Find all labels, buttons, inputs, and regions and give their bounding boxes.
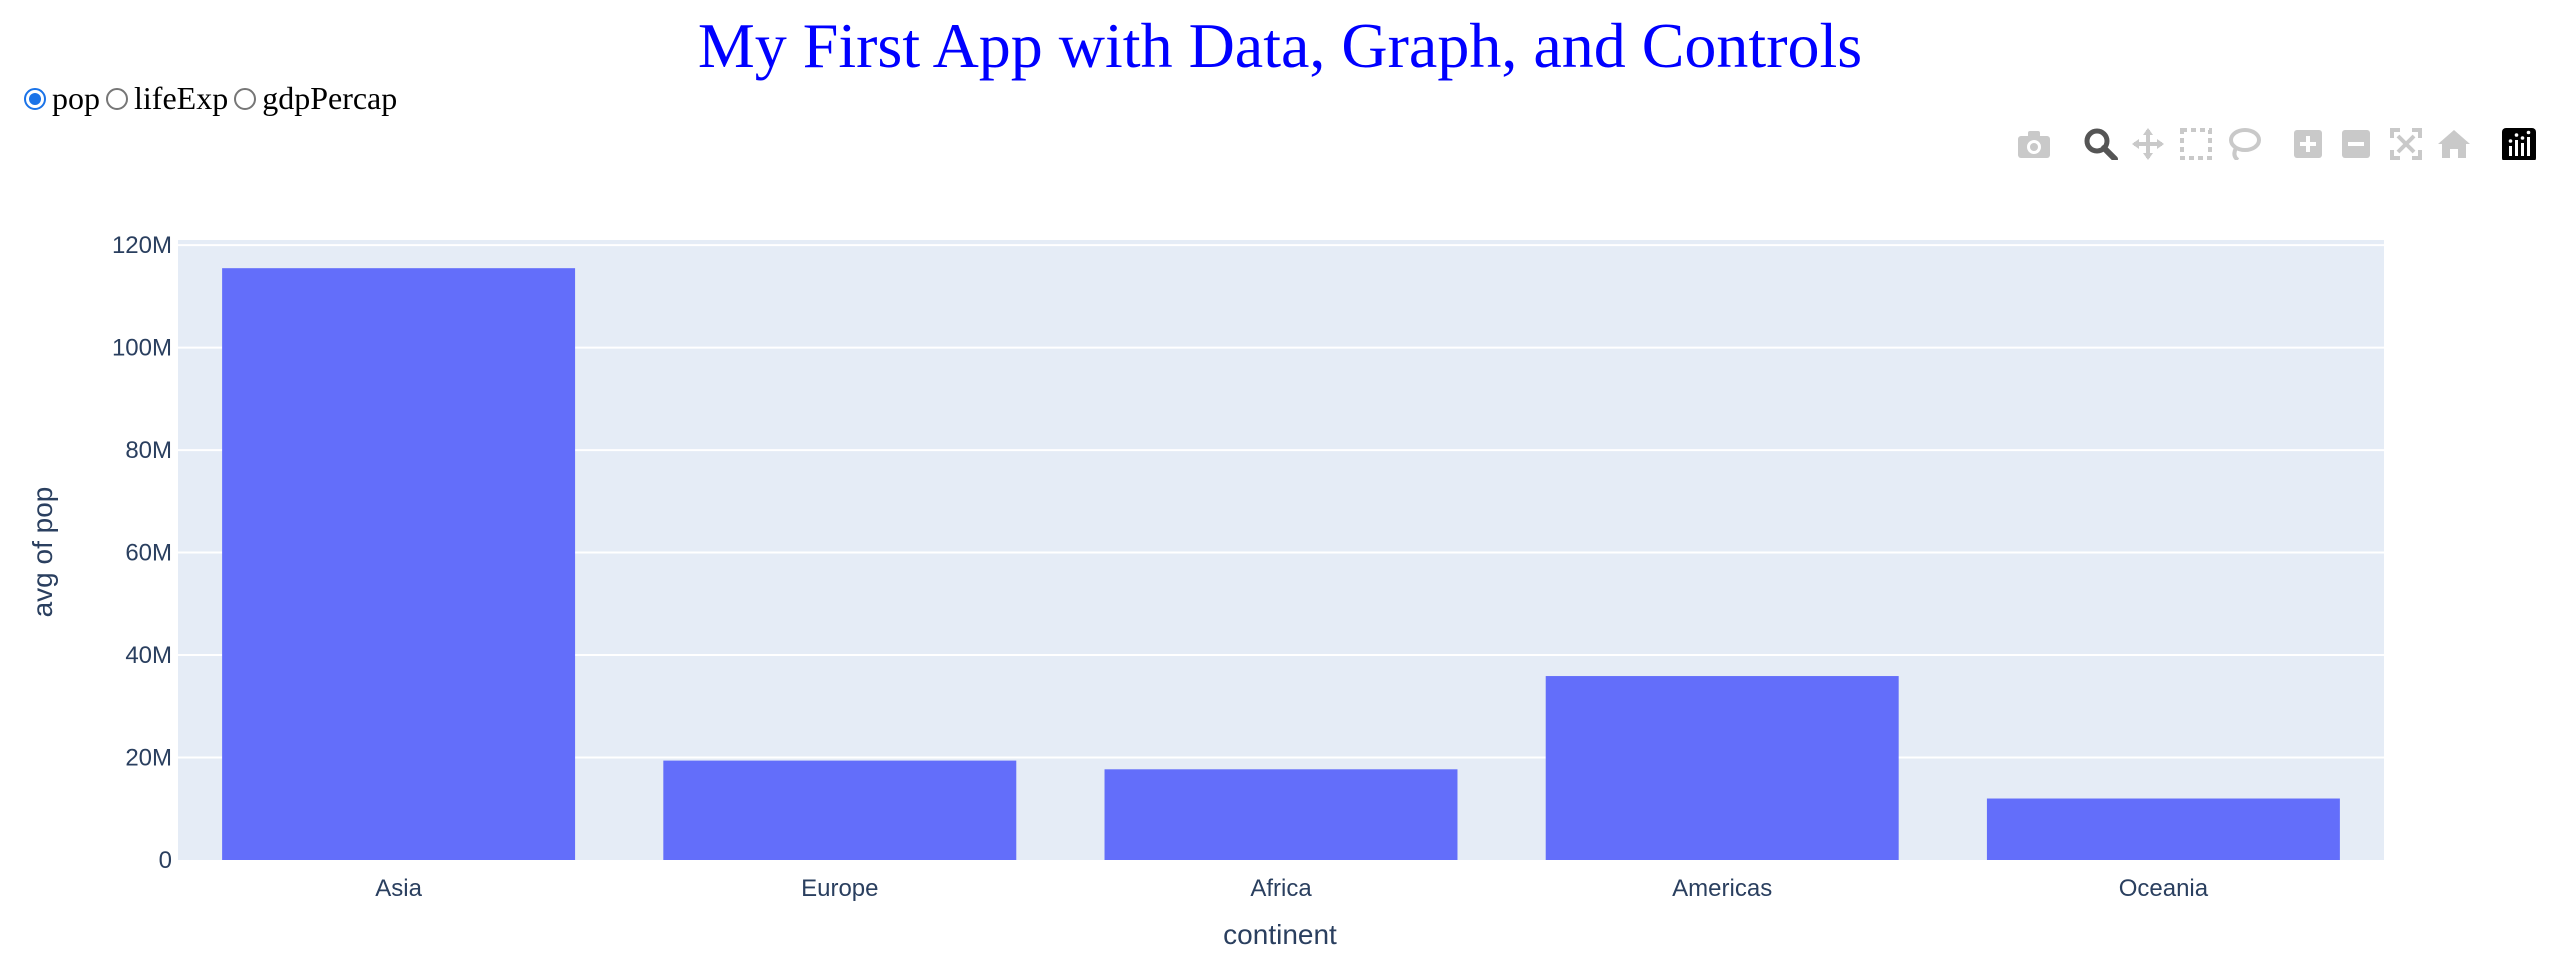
reset-axes-icon[interactable] [2438, 130, 2470, 158]
zoom-icon[interactable] [2084, 128, 2118, 160]
y-tick-label: 80M [125, 437, 172, 464]
bar-americas[interactable] [1545, 676, 1899, 860]
radio-button-pop[interactable] [24, 87, 46, 110]
lasso-select-icon[interactable] [2229, 128, 2261, 160]
bars [222, 268, 2340, 860]
x-axis-title: continent [1223, 919, 1337, 950]
radio-label-gdppercap: gdpPercap [262, 80, 398, 116]
bar-asia[interactable] [222, 268, 576, 860]
y-tick-label: 60M [125, 540, 172, 567]
metric-radio-group: pop lifeExp gdpPercap [24, 80, 403, 117]
zoom-in-icon[interactable] [2294, 130, 2322, 158]
y-axis-title: avg of pop [27, 487, 58, 618]
y-tick-label: 0 [159, 847, 172, 874]
box-select-icon[interactable] [2180, 128, 2212, 160]
x-tick-label: Africa [1250, 875, 1312, 902]
y-axis-ticks: 0 20M 40M 60M 80M 100M 120M [112, 232, 172, 874]
radio-label-lifeexp: lifeExp [134, 80, 229, 116]
radio-button-gdppercap[interactable] [234, 87, 257, 110]
radio-option-gdppercap[interactable]: gdpPercap [234, 80, 397, 117]
camera-icon[interactable] [2018, 131, 2050, 158]
bar-africa[interactable] [1104, 769, 1458, 860]
y-tick-label: 40M [125, 642, 172, 669]
plotly-logo-icon[interactable] [2502, 128, 2536, 160]
x-tick-label: Oceania [2119, 875, 2209, 902]
x-tick-label: Asia [375, 875, 422, 902]
radio-label-pop: pop [52, 80, 100, 116]
y-tick-label: 120M [112, 232, 172, 259]
x-axis-ticks: Asia Europe Africa Americas Oceania [375, 875, 2208, 902]
x-tick-label: Europe [801, 875, 878, 902]
pan-icon[interactable] [2132, 128, 2164, 160]
page-title: My First App with Data, Graph, and Contr… [697, 10, 1863, 81]
y-tick-label: 20M [125, 745, 172, 772]
y-tick-label: 100M [112, 335, 172, 362]
radio-button-lifeexp[interactable] [106, 87, 128, 110]
x-tick-label: Americas [1672, 875, 1772, 902]
radio-option-pop[interactable]: pop [24, 80, 100, 117]
radio-option-lifeexp[interactable]: lifeExp [106, 80, 228, 117]
autoscale-icon[interactable] [2390, 128, 2422, 160]
bar-oceania[interactable] [1986, 798, 2340, 860]
bar-europe[interactable] [663, 760, 1017, 860]
modebar [2018, 128, 2536, 160]
zoom-out-icon[interactable] [2342, 130, 2370, 158]
